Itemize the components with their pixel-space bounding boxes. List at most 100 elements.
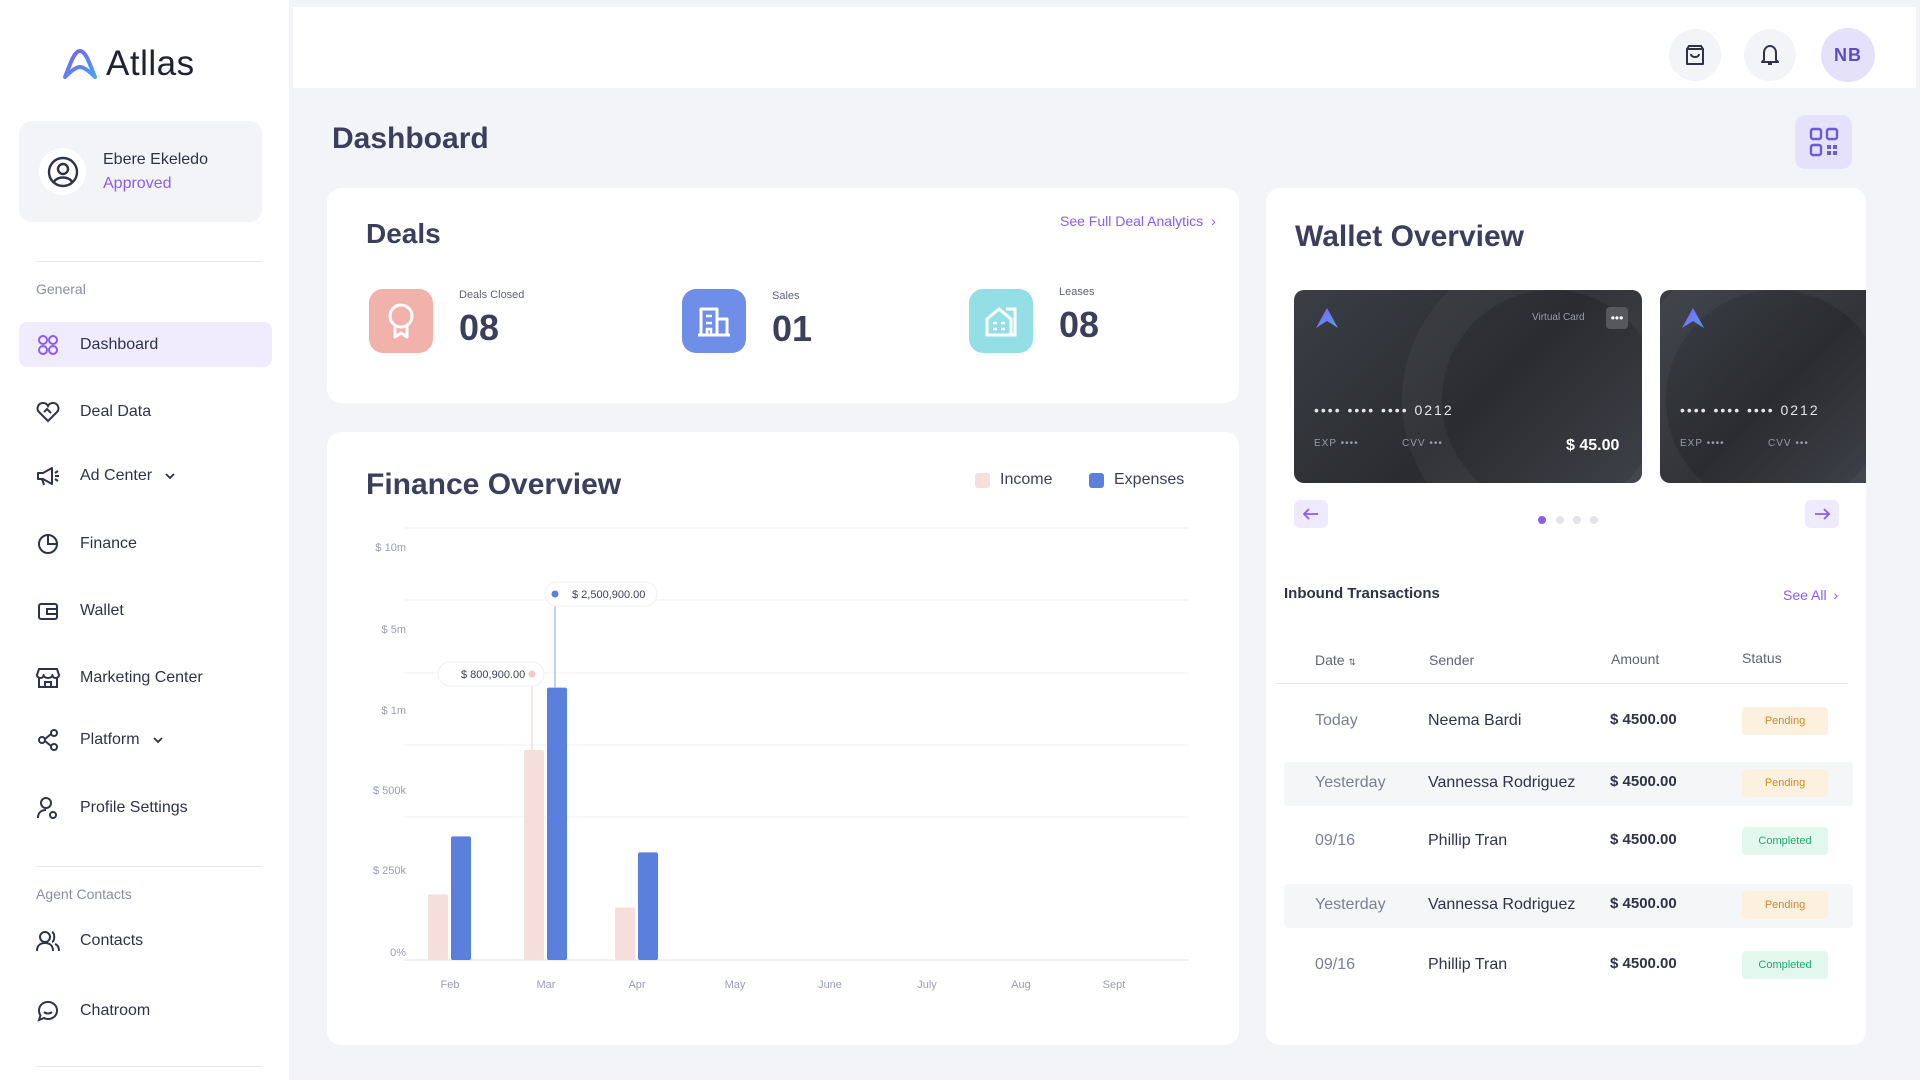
deal-stat-label: Sales bbox=[772, 290, 800, 302]
sidebar-item-dashboard[interactable]: Dashboard bbox=[19, 322, 272, 367]
deal-stat-value: 08 bbox=[1059, 304, 1100, 345]
more-options-button[interactable]: ••• bbox=[1606, 307, 1628, 329]
legend-item-income[interactable]: Income bbox=[975, 471, 1052, 489]
deal-stat-label: Leases bbox=[1059, 286, 1095, 298]
table-row[interactable]: Yesterday Vannessa Rodriguez $ 4500.00 Pend… bbox=[1284, 762, 1853, 806]
app-logo[interactable]: Atllas bbox=[62, 44, 195, 84]
carousel-dot[interactable] bbox=[1573, 516, 1581, 524]
status-badge: Completed bbox=[1742, 827, 1828, 855]
column-header-sender: Sender bbox=[1429, 652, 1475, 668]
pie-chart-icon bbox=[36, 532, 60, 556]
sidebar-item-contacts[interactable]: Contacts bbox=[19, 918, 272, 963]
y-tick-label: $ 1m bbox=[382, 705, 406, 717]
qr-code-icon bbox=[1809, 127, 1838, 157]
cell-amount: $ 4500.00 bbox=[1610, 773, 1677, 790]
table-row[interactable]: Yesterday Vannessa Rodriguez $ 4500.00 Pend… bbox=[1284, 884, 1853, 928]
table-header-divider bbox=[1276, 683, 1848, 684]
x-tick-label: Sept bbox=[1103, 979, 1126, 991]
card-number: •••• •••• •••• 0212 bbox=[1314, 402, 1454, 418]
chevron-down-icon[interactable] bbox=[164, 467, 176, 485]
building-icon bbox=[682, 289, 746, 353]
finance-overview-card: Finance Overview Income Expenses bbox=[327, 432, 1239, 1045]
y-tick-label: $ 500k bbox=[373, 785, 407, 797]
deal-stat-deals-closed: Deals Closed 08 bbox=[369, 289, 524, 353]
user-status: Approved bbox=[103, 174, 172, 192]
sidebar-item-deal-data[interactable]: Deal Data bbox=[19, 389, 272, 434]
divider bbox=[36, 261, 262, 262]
chevron-down-icon[interactable] bbox=[152, 731, 164, 749]
wallet-title: Wallet Overview bbox=[1295, 220, 1524, 253]
divider bbox=[36, 866, 262, 867]
finance-bar-chart: $ 10m $ 5m $ 1m $ 500k $ 250k 0% Feb Mar Apr May J… bbox=[373, 527, 1189, 991]
sidebar-item-chatroom[interactable]: Chatroom bbox=[19, 988, 272, 1033]
qr-code-button[interactable] bbox=[1795, 115, 1852, 169]
legend-label: Income bbox=[1000, 471, 1053, 488]
shopping-bag-icon bbox=[1686, 45, 1704, 65]
legend-item-expenses[interactable]: Expenses bbox=[1089, 471, 1184, 489]
divider bbox=[36, 1066, 262, 1067]
arrow-right-icon bbox=[1815, 508, 1831, 520]
deals-title: Deals bbox=[366, 218, 441, 249]
atllas-card-logo-icon bbox=[1682, 308, 1704, 328]
sidebar-item-label: Chatroom bbox=[80, 1001, 151, 1019]
link-label: See Full Deal Analytics bbox=[1060, 213, 1204, 229]
table-row[interactable]: Today Neema Bardi $ 4500.00 Pending bbox=[1284, 700, 1853, 744]
sidebar-item-label: Ad Center bbox=[80, 466, 153, 484]
tooltip-dot bbox=[528, 670, 536, 678]
physical-card[interactable]: •••• •••• •••• 0212 EXP •••• CVV ••• bbox=[1660, 290, 1866, 483]
status-badge: Completed bbox=[1742, 951, 1828, 979]
user-avatar-button[interactable]: NB bbox=[1821, 28, 1875, 82]
bar-expenses-feb bbox=[451, 836, 471, 960]
previous-card-button[interactable] bbox=[1294, 500, 1328, 528]
sidebar-item-ad-center[interactable]: Ad Center bbox=[19, 453, 272, 498]
cell-amount: $ 4500.00 bbox=[1610, 895, 1677, 912]
column-header-amount: Amount bbox=[1611, 651, 1660, 667]
page-title: Dashboard bbox=[332, 122, 489, 155]
bar-expenses-apr bbox=[638, 852, 658, 960]
table-row[interactable]: 09/16 Phillip Tran $ 4500.00 Completed bbox=[1284, 944, 1853, 988]
cell-date: Yesterday bbox=[1315, 774, 1386, 791]
carousel-dot[interactable] bbox=[1590, 516, 1598, 524]
sidebar-item-wallet[interactable]: Wallet bbox=[19, 588, 272, 633]
notifications-button[interactable] bbox=[1744, 29, 1796, 81]
see-full-deal-analytics-link[interactable]: See Full Deal Analytics › bbox=[1060, 213, 1216, 229]
sidebar-item-label: Marketing Center bbox=[80, 668, 203, 686]
cell-sender: Neema Bardi bbox=[1428, 712, 1522, 729]
tooltip-expenses bbox=[544, 581, 658, 607]
tooltip-label: $ 800,900.00 bbox=[461, 669, 525, 681]
x-tick-label: May bbox=[725, 979, 746, 991]
table-row[interactable]: 09/16 Phillip Tran $ 4500.00 Completed bbox=[1284, 820, 1853, 864]
topbar: NB bbox=[293, 7, 1916, 88]
card-type-label: Virtual Card bbox=[1532, 312, 1585, 323]
card-expiry: EXP •••• bbox=[1680, 438, 1725, 449]
bar-income-apr bbox=[615, 907, 635, 960]
deal-stat-label: Deals Closed bbox=[459, 289, 525, 301]
cell-sender: Phillip Tran bbox=[1428, 956, 1508, 973]
tooltip-label: $ 2,500,900.00 bbox=[572, 589, 645, 601]
virtual-card[interactable]: Virtual Card ••• •••• •••• •••• 0212 EXP… bbox=[1294, 290, 1642, 483]
sidebar-item-platform[interactable]: Platform bbox=[19, 717, 272, 762]
sidebar-item-marketing-center[interactable]: Marketing Center bbox=[19, 655, 272, 700]
sidebar-item-label: Wallet bbox=[80, 601, 124, 619]
cart-button[interactable] bbox=[1669, 29, 1721, 81]
x-tick-label: Mar bbox=[537, 979, 556, 991]
legend-label: Expenses bbox=[1114, 471, 1185, 488]
x-tick-label: Apr bbox=[628, 979, 645, 991]
see-all-link[interactable]: See All › bbox=[1783, 587, 1838, 603]
card-expiry: EXP •••• bbox=[1314, 438, 1359, 449]
user-name: Ebere Ekeledo bbox=[103, 150, 208, 168]
user-card[interactable]: Ebere Ekeledo Approved bbox=[19, 121, 262, 222]
award-icon bbox=[369, 289, 433, 353]
carousel-dot[interactable] bbox=[1556, 516, 1564, 524]
sidebar-item-finance[interactable]: Finance bbox=[19, 521, 272, 566]
wallet-icon bbox=[36, 599, 60, 623]
column-header-date[interactable]: Date ⇅ bbox=[1315, 652, 1356, 668]
user-gear-icon bbox=[36, 796, 60, 820]
next-card-button[interactable] bbox=[1805, 500, 1839, 528]
sidebar-item-profile-settings[interactable]: Profile Settings bbox=[19, 785, 272, 830]
cell-date: 09/16 bbox=[1315, 956, 1356, 973]
carousel-dot-active[interactable] bbox=[1538, 516, 1546, 524]
cell-amount: $ 4500.00 bbox=[1610, 831, 1677, 848]
legend-swatch bbox=[975, 472, 990, 488]
sidebar-item-label: Contacts bbox=[80, 931, 144, 949]
